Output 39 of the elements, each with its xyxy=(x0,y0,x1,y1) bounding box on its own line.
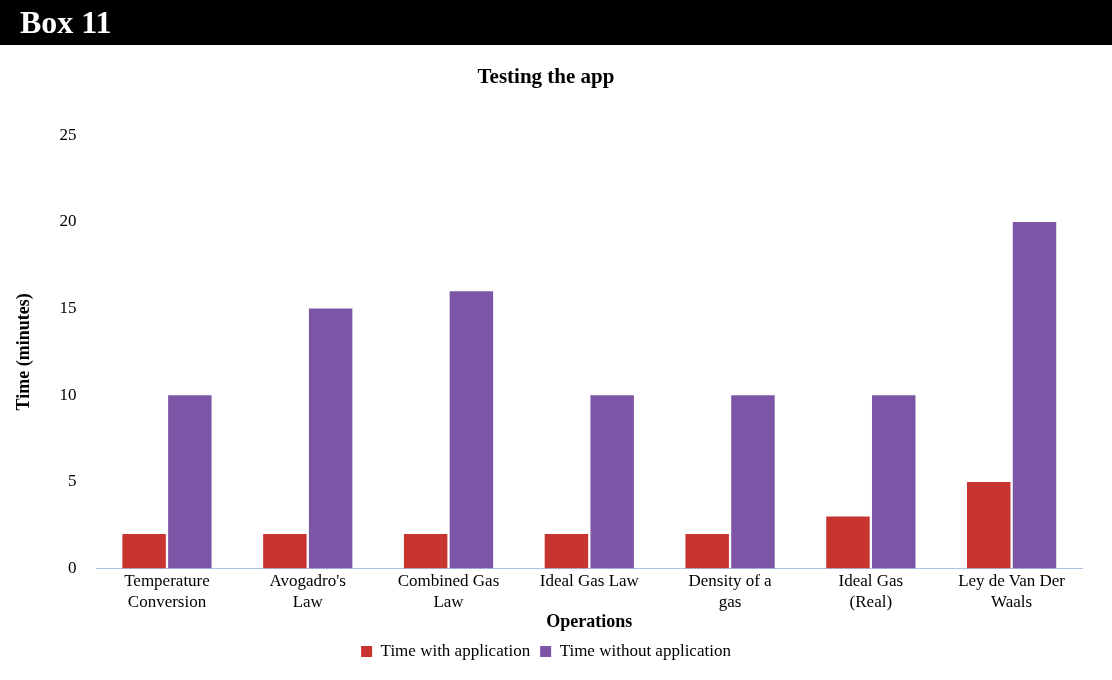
x-axis-title: Operations xyxy=(546,610,633,631)
y-axis-title: Time (minutes) xyxy=(13,293,35,411)
category-label: Waals xyxy=(991,591,1033,611)
category-label: Combined Gas xyxy=(397,571,500,591)
category-label: Law xyxy=(292,591,323,611)
bar xyxy=(967,481,1011,569)
bar xyxy=(871,395,916,569)
category-label: Density of a xyxy=(688,571,772,591)
chart-title: Testing the app xyxy=(477,64,615,89)
y-tick-label: 25 xyxy=(59,124,77,144)
bar xyxy=(308,308,353,569)
category-label: (Real) xyxy=(849,591,893,611)
y-tick-label: 0 xyxy=(68,558,77,578)
bar xyxy=(168,395,212,569)
category-label: Ley de Van Der xyxy=(958,571,1066,591)
bar xyxy=(1012,221,1057,569)
bar xyxy=(826,516,870,569)
bar xyxy=(590,395,634,569)
bar xyxy=(449,291,494,569)
bar xyxy=(403,533,448,569)
bar xyxy=(685,533,729,569)
y-tick-label: 15 xyxy=(59,298,77,318)
legend-label: Time with application xyxy=(380,640,531,660)
bar xyxy=(731,395,775,569)
legend-label: Time without application xyxy=(559,640,732,660)
bar xyxy=(263,533,307,569)
bar xyxy=(544,533,589,569)
category-label: Avogadro's xyxy=(269,571,346,591)
y-tick-label: 20 xyxy=(59,211,77,231)
bar xyxy=(122,533,166,569)
text: Box 11 xyxy=(0,0,1112,45)
category-label: Ideal Gas xyxy=(838,571,904,591)
category-label: gas xyxy=(718,591,742,611)
y-tick-label: 5 xyxy=(68,471,77,491)
category-label: Temperature xyxy=(124,571,210,591)
y-tick-label: 10 xyxy=(59,384,77,404)
category-label: Ideal Gas Law xyxy=(539,571,639,591)
category-label: Conversion xyxy=(127,591,207,611)
category-label: Law xyxy=(433,591,464,611)
